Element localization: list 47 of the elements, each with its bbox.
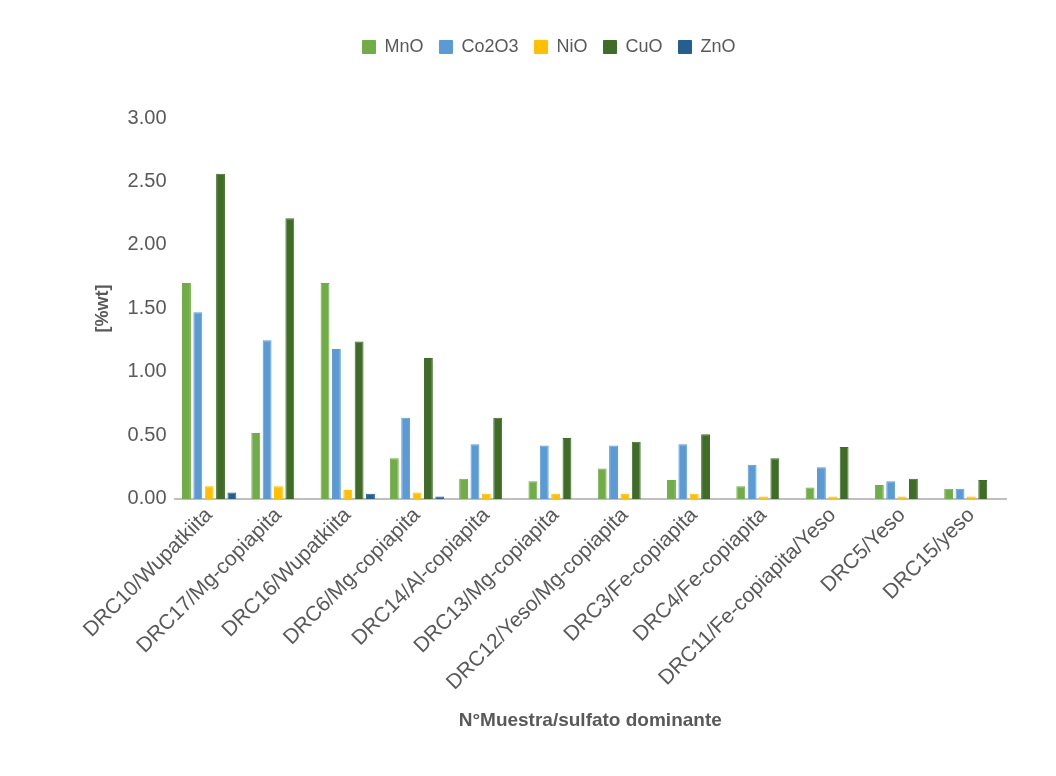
bar bbox=[631, 441, 641, 499]
y-tick-label: 1.00 bbox=[127, 359, 167, 382]
bar bbox=[285, 218, 295, 499]
bar bbox=[493, 417, 503, 499]
legend-label: CuO bbox=[625, 35, 663, 56]
bar bbox=[597, 468, 607, 499]
bar bbox=[182, 283, 191, 499]
legend-label: ZnO bbox=[700, 35, 736, 56]
bar bbox=[193, 312, 203, 499]
y-tick-label: 1.50 bbox=[127, 295, 167, 318]
bar bbox=[816, 467, 826, 499]
bar bbox=[839, 446, 849, 499]
bar bbox=[331, 349, 341, 499]
bar bbox=[701, 434, 710, 499]
bar bbox=[459, 478, 469, 499]
legend-label: MnO bbox=[384, 35, 424, 56]
bar bbox=[389, 458, 399, 499]
y-tick-label: 0.00 bbox=[127, 486, 167, 509]
bar bbox=[528, 481, 538, 499]
bar bbox=[609, 445, 618, 499]
y-axis-title: [%wt] bbox=[91, 284, 112, 333]
bar bbox=[620, 493, 630, 499]
bar bbox=[909, 478, 918, 499]
legend-label: NiO bbox=[556, 35, 588, 56]
bar bbox=[689, 493, 699, 499]
bar bbox=[366, 493, 375, 499]
bar bbox=[423, 358, 433, 499]
legend-label: Co2O3 bbox=[461, 35, 519, 56]
bar bbox=[481, 493, 491, 499]
bar bbox=[886, 481, 896, 499]
bar bbox=[678, 444, 688, 499]
y-tick-label: 3.00 bbox=[127, 105, 167, 128]
bar bbox=[551, 493, 561, 499]
x-axis-title: N°Muestra/sulfato dominante bbox=[458, 708, 722, 730]
bar bbox=[667, 479, 676, 499]
bar bbox=[354, 341, 364, 499]
bar bbox=[747, 464, 757, 499]
bar bbox=[251, 432, 261, 499]
bar bbox=[262, 340, 272, 499]
bar bbox=[770, 458, 780, 499]
bar bbox=[216, 173, 225, 499]
bar bbox=[978, 479, 988, 499]
y-tick-label: 2.00 bbox=[127, 232, 167, 255]
bar bbox=[539, 445, 549, 499]
y-tick-label: 2.50 bbox=[127, 169, 167, 192]
y-tick-label: 0.50 bbox=[127, 422, 167, 445]
bar bbox=[401, 417, 411, 499]
